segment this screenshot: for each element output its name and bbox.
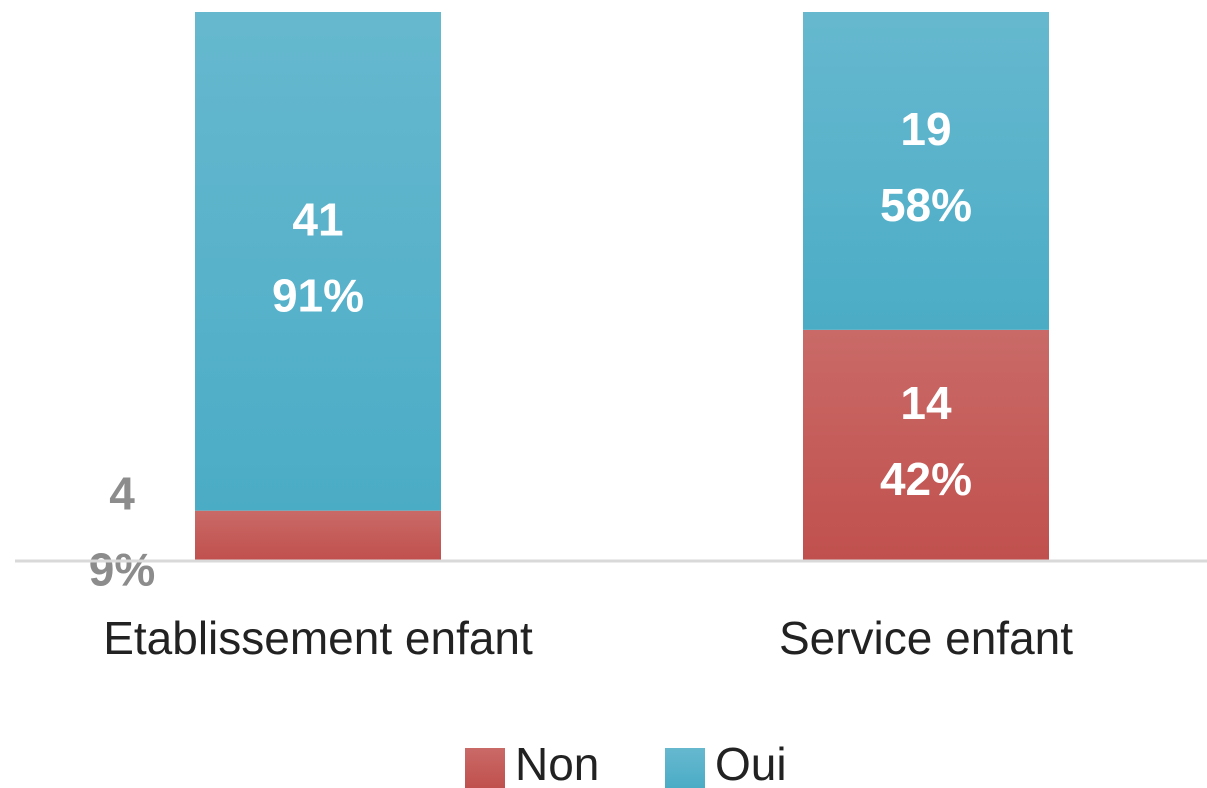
bar-segment: [803, 329, 1049, 560]
x-tick-label: Service enfant: [779, 612, 1073, 664]
legend-swatch: [665, 748, 705, 788]
data-label-count: 14: [900, 377, 952, 429]
x-tick-label: Etablissement enfant: [103, 612, 533, 664]
bar-segment: [195, 510, 441, 560]
legend-label: Non: [515, 738, 599, 788]
bar-segment: [195, 12, 441, 511]
data-label-percent: 91%: [272, 269, 364, 321]
legend-label: Oui: [715, 738, 787, 788]
data-label-percent: 42%: [880, 453, 972, 505]
data-label-count: 19: [900, 103, 951, 155]
legend-swatch: [465, 748, 505, 788]
data-label-count: 41: [292, 193, 343, 245]
data-label-percent: 58%: [880, 179, 972, 231]
data-label-percent: 9%: [89, 543, 155, 595]
bar-segment: [803, 12, 1049, 330]
data-label-count: 4: [109, 467, 135, 519]
